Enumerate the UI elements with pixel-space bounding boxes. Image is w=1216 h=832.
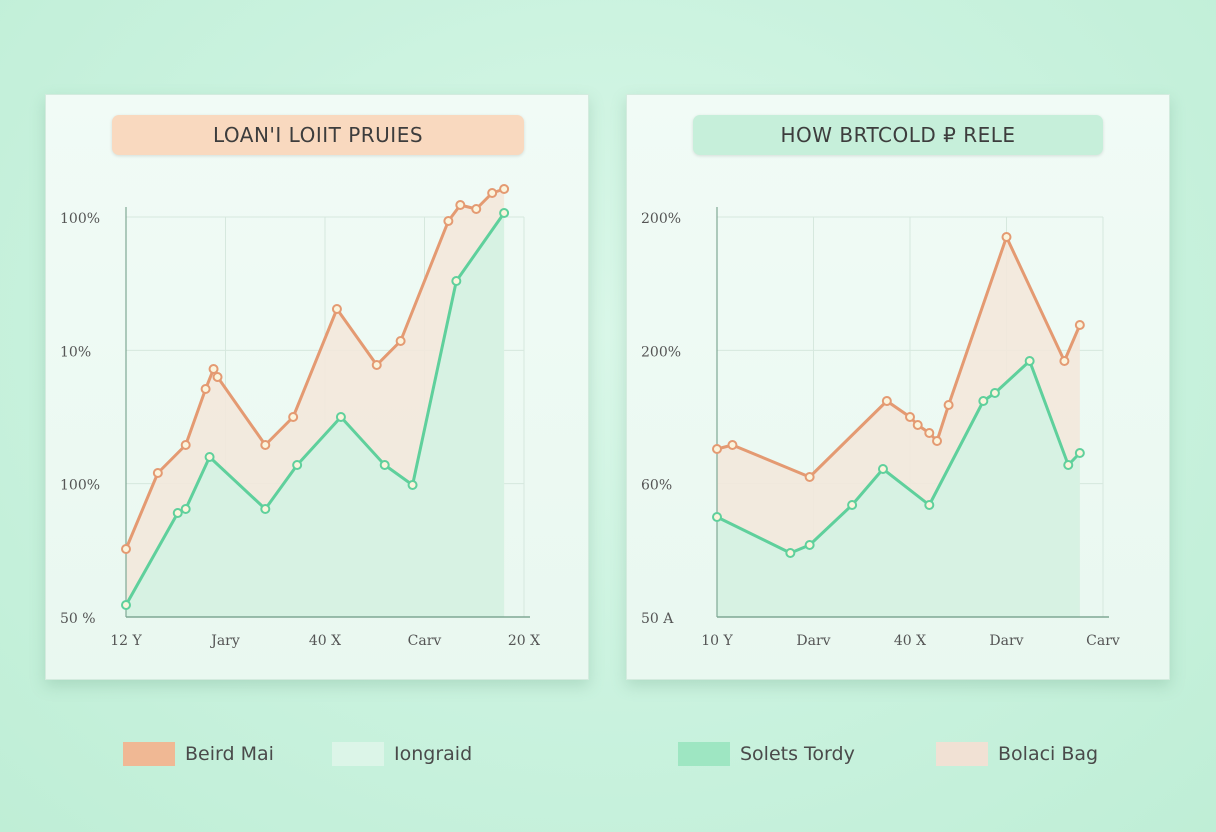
data-point-left-1-0 (121, 600, 131, 610)
series-line-left-0 (124, 187, 505, 550)
chart-panel-right: HOW BRTCOLD ₽ RELE 50 A 60% 200% 200% 10 Y Da… (626, 94, 1170, 680)
data-point-left-1-2 (180, 504, 191, 514)
y-tick-label-right-3: 200% (641, 211, 681, 227)
data-point-left-0-8 (331, 304, 342, 314)
data-point-left-0-4 (208, 364, 219, 374)
data-point-left-0-14 (487, 188, 498, 198)
x-tick-label-left-4: 20 X (508, 633, 540, 649)
plot-right: 50 A 60% 200% 200% 10 Y Darv 40 X Darv Carv (641, 207, 1120, 649)
data-point-right-1-6 (978, 396, 989, 406)
data-point-right-1-9 (1063, 460, 1074, 470)
data-point-left-0-3 (200, 384, 211, 394)
legend-swatch-4 (936, 742, 988, 766)
data-point-left-0-9 (371, 360, 382, 370)
data-point-right-0-0 (712, 444, 722, 454)
data-point-left-1-1 (172, 508, 183, 518)
x-tick-label-left-1: Jary (209, 633, 240, 649)
legend-label-3: Solets Tordy (740, 743, 855, 765)
y-tick-label-left-0: 50 % (60, 611, 96, 627)
chart-title-left: LOAN'I LOIIT PRUIES (112, 115, 524, 155)
x-tick-label-right-4: Carv (1086, 633, 1120, 649)
data-point-left-0-5 (212, 372, 223, 382)
data-point-right-1-3 (847, 500, 858, 510)
y-tick-label-left-2: 10% (60, 344, 91, 360)
data-point-left-0-7 (288, 412, 299, 422)
legend-item-3: Solets Tordy (678, 740, 855, 768)
data-point-left-1-8 (407, 480, 418, 490)
series-area-right-1 (717, 361, 1080, 617)
legend-item-2: Iongraid (332, 740, 472, 768)
y-tick-label-left-1: 100% (60, 478, 100, 494)
data-point-right-1-0 (712, 512, 722, 522)
data-point-right-1-8 (1024, 356, 1035, 366)
data-point-left-0-1 (152, 468, 163, 478)
data-point-right-0-5 (912, 420, 923, 430)
data-point-left-1-9 (451, 276, 462, 286)
data-point-right-1-2 (804, 540, 815, 550)
data-point-right-0-4 (905, 412, 915, 422)
data-point-left-1-3 (204, 452, 215, 462)
data-point-right-1-7 (989, 388, 1000, 398)
data-point-left-1-7 (379, 460, 390, 470)
chart-title-right: HOW BRTCOLD ₽ RELE (693, 115, 1103, 155)
x-tick-label-left-3: Carv (408, 633, 442, 649)
data-point-right-0-3 (881, 396, 892, 406)
x-tick-label-right-1: Darv (796, 633, 830, 649)
data-point-left-0-6 (260, 440, 271, 450)
y-tick-label-right-0: 50 A (641, 611, 674, 627)
series-area-left-1 (126, 213, 505, 617)
legend-label-2: Iongraid (394, 743, 473, 765)
data-point-right-0-9 (1001, 232, 1012, 242)
data-point-right-0-2 (804, 472, 815, 482)
y-tick-label-right-2: 200% (641, 344, 681, 360)
data-point-right-0-11 (1074, 320, 1085, 330)
data-point-left-0-15 (499, 184, 510, 194)
data-point-right-0-6 (924, 428, 935, 438)
y-tick-label-left-3: 100% (60, 211, 100, 227)
y-tick-label-right-1: 60% (641, 478, 672, 494)
data-point-left-0-0 (121, 544, 131, 554)
x-tick-label-right-0: 10 Y (701, 633, 733, 649)
x-tick-label-left-0: 12 Y (110, 633, 142, 649)
data-point-right-0-10 (1059, 356, 1070, 366)
legend-label-1: Beird Mai (185, 743, 274, 765)
legend-label-4: Bolaci Bag (998, 743, 1099, 765)
data-point-left-0-2 (180, 440, 191, 450)
data-point-left-0-12 (455, 200, 466, 210)
data-point-left-1-10 (499, 208, 510, 218)
data-point-right-1-10 (1074, 448, 1085, 458)
series-line-right-0 (716, 235, 1082, 479)
plot-left: 50 % 100% 10% 100% 12 Y Jary 40 X Carv 20 X (60, 184, 540, 649)
data-point-right-0-7 (932, 436, 943, 446)
legend-item-4: Bolaci Bag (936, 740, 1098, 768)
data-point-left-1-5 (292, 460, 303, 470)
data-point-right-1-4 (877, 464, 888, 474)
data-point-left-1-4 (260, 504, 271, 514)
data-point-right-1-5 (924, 500, 935, 510)
legend-item-1: Beird Mai (123, 740, 274, 768)
data-point-left-0-11 (443, 216, 454, 226)
chart-panel-left: LOAN'I LOIIT PRUIES 50 % 100% 10% 100% 12 Y J… (45, 94, 589, 680)
x-tick-label-right-3: Darv (989, 633, 1023, 649)
legend-swatch-2 (332, 742, 384, 766)
data-point-left-1-6 (335, 412, 346, 422)
data-point-left-0-13 (471, 204, 482, 214)
legend-swatch-3 (678, 742, 730, 766)
data-point-left-0-10 (395, 336, 406, 346)
legend-swatch-1 (123, 742, 175, 766)
data-point-right-1-1 (785, 548, 796, 558)
x-tick-label-right-2: 40 X (894, 633, 926, 649)
x-tick-label-left-2: 40 X (309, 633, 341, 649)
data-point-right-0-1 (727, 440, 738, 450)
data-point-right-0-8 (943, 400, 954, 410)
